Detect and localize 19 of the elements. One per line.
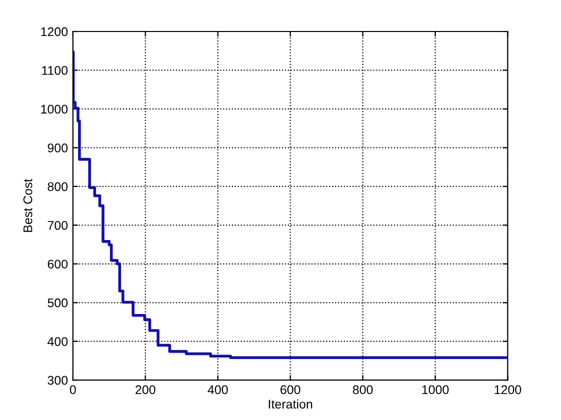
x-axis-title: Iteration	[268, 399, 312, 409]
y-axis-title: Best Cost	[23, 178, 32, 232]
x-tick-label: 600	[280, 385, 300, 394]
y-tick-label: 400	[48, 337, 68, 346]
x-tick-label: 200	[136, 385, 156, 394]
x-tick-label: 1000	[422, 385, 449, 394]
x-tick-label: 800	[352, 385, 373, 394]
y-tick-label: 900	[48, 144, 68, 152]
x-tick-label: 1200	[494, 385, 522, 394]
y-tick-label: 600	[48, 260, 68, 269]
y-tick-label: 700	[48, 220, 68, 230]
x-tick-label: 0	[70, 385, 76, 394]
y-tick-label: 1200	[41, 27, 68, 36]
y-tick-label: 800	[48, 182, 68, 192]
y-tick-label: 1100	[42, 66, 68, 75]
y-tick-label: 1000	[41, 104, 68, 114]
x-tick-label: 400	[208, 385, 228, 394]
y-tick-label: 300	[48, 376, 68, 385]
y-tick-label: 500	[48, 298, 68, 308]
